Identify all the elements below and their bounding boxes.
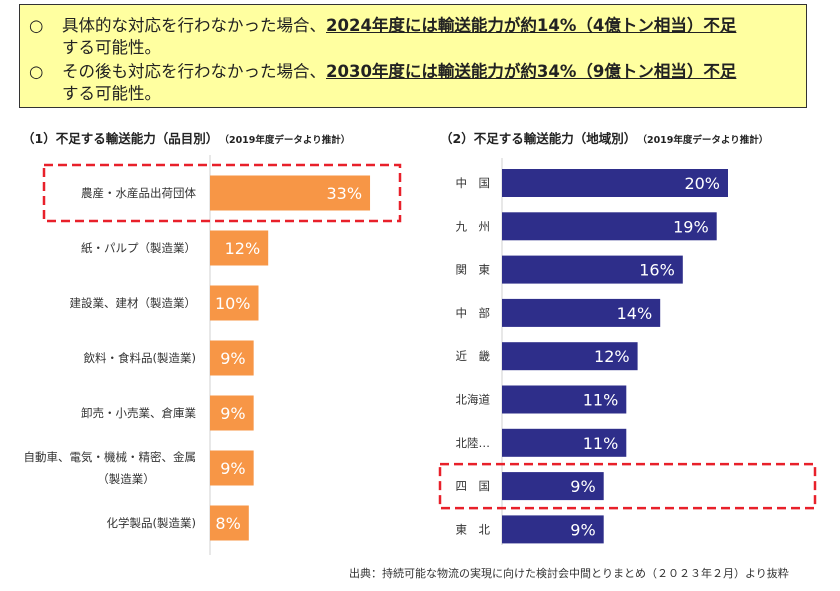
bar-value-label: 14% bbox=[617, 304, 653, 323]
category-label: 四 国 bbox=[456, 479, 491, 493]
category-label: 自動車、電気・機械・精密、金属 bbox=[24, 450, 197, 464]
category-label: 中 国 bbox=[456, 176, 491, 190]
right-chart-subtitle: （2019年度データより推計） bbox=[642, 135, 769, 146]
bar-value-label: 9% bbox=[570, 477, 595, 496]
bar-value-label: 11% bbox=[583, 434, 619, 453]
category-label: 飲料・食料品(製造業) bbox=[84, 351, 196, 365]
bar bbox=[502, 515, 604, 544]
highlight-box bbox=[42, 163, 402, 223]
bar bbox=[502, 169, 728, 197]
bar-value-label: 19% bbox=[673, 217, 709, 236]
bar bbox=[502, 472, 604, 501]
bar-value-label: 16% bbox=[639, 261, 675, 280]
bar bbox=[502, 385, 627, 414]
highlight-box bbox=[438, 462, 817, 510]
bar-value-label: 9% bbox=[220, 349, 245, 368]
summary-item-1-highlight: 2024年度には輸送能力が約14%（4億トン相当）不足 bbox=[326, 16, 737, 35]
summary-item-2-suffix: する可能性。 bbox=[62, 84, 161, 103]
bar bbox=[502, 255, 683, 284]
bullet-circle-icon: ○ bbox=[29, 16, 44, 35]
bar-value-label: 20% bbox=[684, 174, 720, 193]
bar-value-label: 10% bbox=[215, 294, 251, 313]
category-label: 九 州 bbox=[456, 219, 491, 233]
bar-value-label: 9% bbox=[570, 520, 595, 539]
right-chart-title: （2）不足する輸送能力（地域別） （2019年度データより推計） bbox=[440, 131, 769, 146]
bar bbox=[210, 175, 371, 211]
category-label: 関 東 bbox=[456, 263, 491, 277]
category-label: 建設業、建材（製造業） bbox=[70, 296, 197, 310]
category-label: 北陸… bbox=[456, 436, 491, 450]
bar bbox=[210, 505, 249, 541]
bar bbox=[210, 450, 254, 486]
category-label: 近 畿 bbox=[456, 349, 491, 363]
bar-value-label: 9% bbox=[220, 459, 245, 478]
bar bbox=[210, 285, 259, 321]
right-bar-chart: 20% 中 国 19% 九 州 16% 関 東 14% 中 部 12% 近 畿 11% 北海道 11% 北… bbox=[438, 158, 817, 545]
bar-value-label: 11% bbox=[583, 391, 619, 410]
bar bbox=[502, 342, 638, 371]
summary-item-2-highlight: 2030年度には輸送能力が約34%（9億トン相当）不足 bbox=[326, 62, 737, 81]
bar bbox=[210, 230, 269, 266]
category-label: 中 部 bbox=[456, 306, 491, 320]
bar-value-label: 12% bbox=[225, 239, 261, 258]
bar-value-label: 33% bbox=[326, 184, 362, 203]
summary-box: ○ 具体的な対応を行わなかった場合、2024年度には輸送能力が約14%（4億トン… bbox=[19, 4, 807, 108]
left-bar-chart: 33% 農産・水産品出荷団体 12% 紙・パルプ（製造業） 10% 建設業、建材（製造業）… bbox=[24, 155, 402, 555]
category-label: 北海道 bbox=[456, 393, 491, 407]
bar-value-label: 8% bbox=[215, 514, 240, 533]
category-label: 化学製品(製造業) bbox=[107, 516, 196, 530]
bar bbox=[502, 428, 627, 457]
bar-value-label: 12% bbox=[594, 347, 630, 366]
summary-item-1-suffix: する可能性。 bbox=[62, 38, 161, 57]
left-chart-title: （1）不足する輸送能力（品目別） （2019年度データより推計） bbox=[22, 131, 351, 146]
bar bbox=[502, 298, 661, 327]
bullet-circle-icon: ○ bbox=[29, 62, 44, 81]
category-label: 東 北 bbox=[456, 522, 491, 536]
bar-value-label: 9% bbox=[220, 404, 245, 423]
category-label: 農産・水産品出荷団体 bbox=[81, 186, 196, 200]
summary-item-2-prefix: その後も対応を行わなかった場合、 bbox=[62, 62, 326, 81]
source-note: 出典：持続可能な物流の実現に向けた検討会中間とりまとめ（２０２３年２月）より抜粋 bbox=[349, 567, 789, 580]
category-label: 卸売・小売業、倉庫業 bbox=[81, 406, 196, 420]
category-label: 紙・パルプ（製造業） bbox=[81, 241, 196, 255]
summary-item-1-prefix: 具体的な対応を行わなかった場合、 bbox=[62, 16, 326, 35]
bar bbox=[210, 395, 254, 431]
left-chart-subtitle: （2019年度データより推計） bbox=[224, 135, 351, 146]
bar bbox=[502, 212, 717, 241]
category-label: （製造業） bbox=[97, 472, 155, 486]
bar bbox=[210, 340, 254, 376]
